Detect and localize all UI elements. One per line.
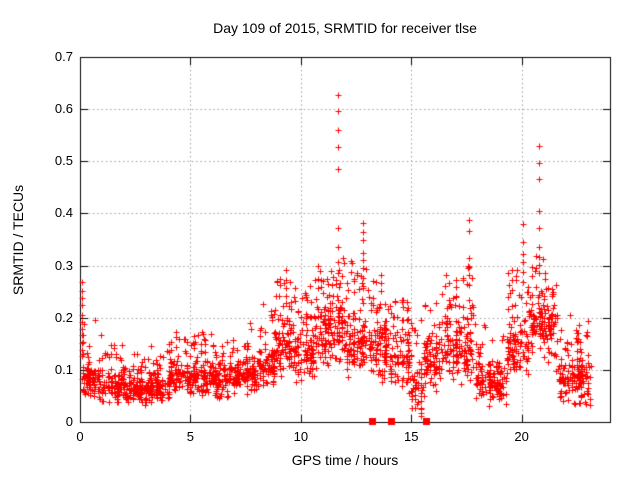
- y-tick-label: 0.7: [54, 49, 73, 64]
- y-tick-label: 0.6: [54, 101, 73, 117]
- x-tick-label: 15: [404, 429, 419, 444]
- y-tick-label: 0.3: [54, 257, 73, 273]
- x-tick-label: 5: [186, 429, 195, 444]
- y-tick-label: 0: [65, 414, 73, 429]
- x-axis-label: GPS time / hours: [291, 452, 399, 468]
- y-tick-label: 0.5: [54, 153, 73, 169]
- x-axis-tick-labels: 0 5 10 15 20: [0, 429, 640, 447]
- x-tick-label: 10: [293, 429, 309, 444]
- y-tick-label: 0.4: [54, 205, 73, 221]
- y-tick-label: 0.2: [54, 309, 73, 325]
- y-tick-label: 0.1: [54, 361, 73, 377]
- y-axis-tick-labels: 0 0.1 0.2 0.3 0.4 0.5 0.6 0.7: [3, 0, 73, 480]
- x-tick-label: 0: [76, 429, 84, 444]
- x-tick-label: 20: [514, 429, 529, 444]
- chart-title: Day 109 of 2015, SRMTID for receiver tls…: [213, 20, 477, 36]
